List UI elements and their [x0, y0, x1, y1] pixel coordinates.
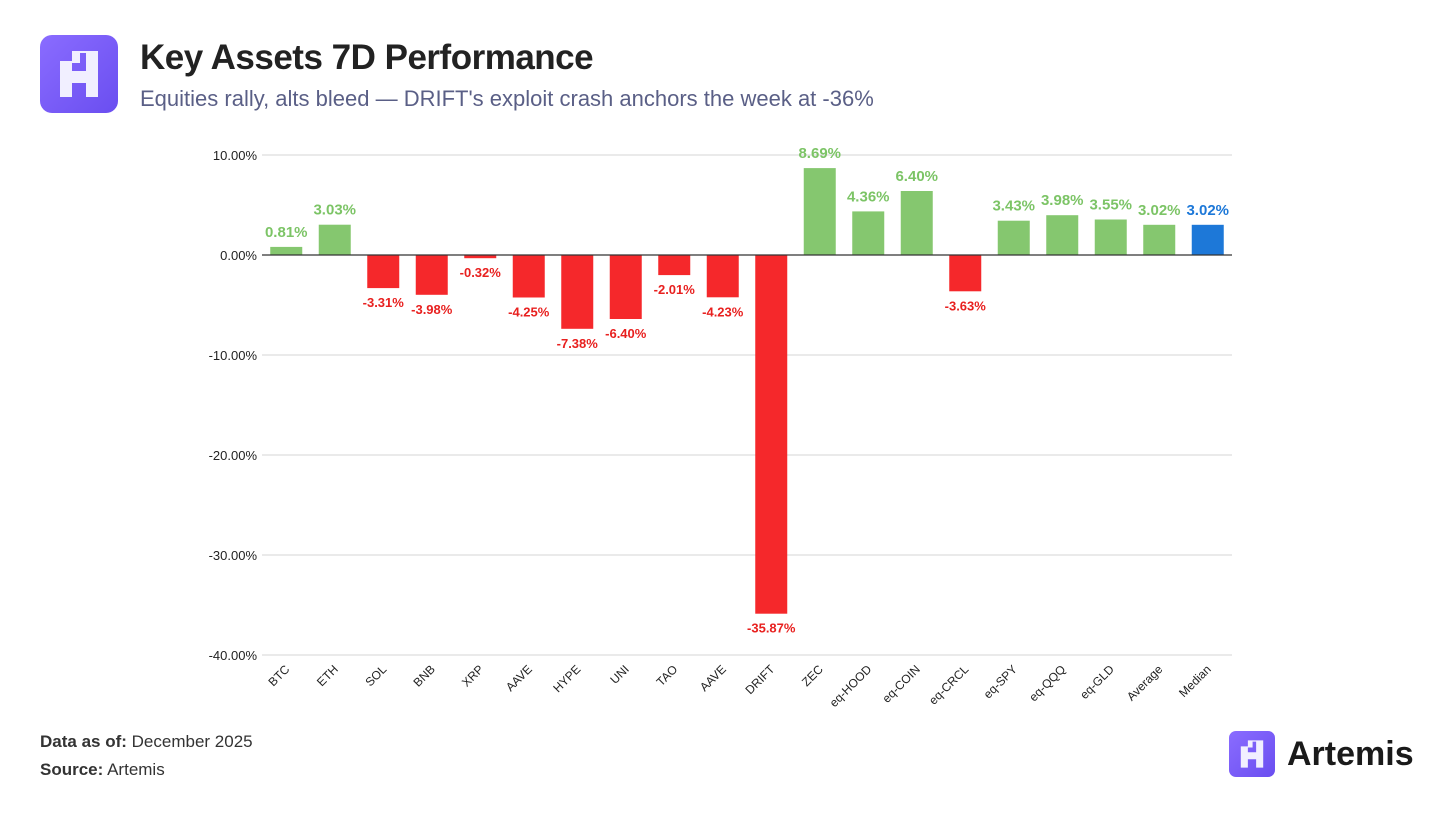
- data-label: -2.01%: [654, 282, 696, 297]
- data-label: 8.69%: [798, 145, 841, 162]
- data-label: 3.43%: [992, 198, 1035, 215]
- x-tick-label: AAVE: [503, 662, 535, 694]
- bar-aave: [512, 255, 545, 298]
- x-tick-label: Median: [1176, 662, 1214, 700]
- y-tick-label: -40.00%: [209, 648, 258, 663]
- data-label: -6.40%: [605, 326, 647, 341]
- x-tick-label: eq-COIN: [879, 662, 922, 705]
- data-label: -0.32%: [460, 265, 502, 280]
- page-title: Key Assets 7D Performance: [140, 38, 594, 77]
- x-tick-label: eq-QQQ: [1026, 662, 1068, 704]
- y-tick-label: 10.00%: [213, 148, 258, 163]
- x-tick-label: eq-GLD: [1077, 662, 1117, 702]
- data-label: -3.31%: [363, 295, 405, 310]
- bar-average: [1143, 224, 1176, 255]
- bar-median: [1191, 224, 1224, 255]
- bar-zec: [803, 168, 836, 255]
- data-label: 0.81%: [265, 224, 308, 241]
- data-label: 3.55%: [1089, 197, 1132, 214]
- x-tick-label: eq-HOOD: [827, 662, 875, 710]
- brand-name: Artemis: [1287, 734, 1414, 773]
- bar-eq-crcl: [949, 255, 982, 292]
- x-tick-label: BNB: [411, 662, 438, 689]
- bar-eq-gld: [1094, 219, 1127, 255]
- data-label: -4.25%: [508, 305, 550, 320]
- bar-btc: [270, 246, 303, 255]
- bar-eq-spy: [997, 220, 1030, 255]
- data-label: -3.98%: [411, 302, 453, 317]
- x-tick-label: ETH: [314, 662, 341, 689]
- bar-eq-qqq: [1046, 215, 1079, 255]
- data-as-of: Data as of: December 2025: [40, 732, 253, 752]
- data-label: -3.63%: [945, 298, 987, 313]
- bar-tao: [658, 255, 691, 276]
- data-as-of-label: Data as of:: [40, 732, 127, 751]
- x-tick-label: DRIFT: [742, 662, 777, 697]
- y-tick-label: 0.00%: [220, 248, 257, 263]
- x-tick-label: BTC: [266, 662, 293, 689]
- bar-drift: [755, 255, 788, 614]
- source-value: Artemis: [107, 760, 165, 779]
- data-label: 6.40%: [895, 168, 938, 185]
- data-as-of-value: December 2025: [131, 732, 253, 751]
- bar-eq-hood: [852, 211, 885, 255]
- bar-eth: [318, 224, 351, 255]
- bar-eq-coin: [900, 191, 933, 255]
- x-tick-label: ZEC: [799, 662, 826, 689]
- source-label: Source:: [40, 760, 104, 779]
- bar-xrp: [464, 255, 497, 259]
- artemis-logo: [40, 35, 118, 113]
- y-tick-label: -30.00%: [209, 548, 258, 563]
- data-label: 4.36%: [847, 188, 890, 205]
- source: Source: Artemis: [40, 760, 165, 780]
- data-label: -4.23%: [702, 304, 744, 319]
- x-tick-label: eq-SPY: [981, 662, 1020, 701]
- data-label: -35.87%: [747, 621, 796, 636]
- data-label: 3.02%: [1138, 202, 1181, 219]
- bar-sol: [367, 255, 400, 289]
- x-tick-label: XRP: [459, 662, 486, 689]
- page-subtitle: Equities rally, alts bleed — DRIFT's exp…: [140, 86, 874, 111]
- x-tick-label: TAO: [654, 662, 681, 689]
- y-tick-label: -20.00%: [209, 448, 258, 463]
- bar-bnb: [415, 255, 448, 295]
- data-label: 3.98%: [1041, 192, 1084, 209]
- data-label: 3.03%: [313, 202, 356, 219]
- data-label: 3.02%: [1186, 202, 1229, 219]
- x-tick-label: eq-CRCL: [926, 662, 971, 707]
- brand-footer: Artemis: [1229, 731, 1414, 777]
- x-tick-label: UNI: [607, 662, 632, 687]
- x-tick-label: HYPE: [550, 662, 583, 695]
- data-label: -7.38%: [557, 336, 599, 351]
- bar-aave: [706, 255, 739, 298]
- bar-hype: [561, 255, 594, 329]
- x-tick-label: SOL: [362, 662, 389, 689]
- artemis-logo-small: [1229, 731, 1275, 777]
- bar-uni: [609, 255, 642, 319]
- x-tick-label: Average: [1124, 662, 1166, 704]
- y-tick-label: -10.00%: [209, 348, 258, 363]
- x-tick-label: AAVE: [697, 662, 729, 694]
